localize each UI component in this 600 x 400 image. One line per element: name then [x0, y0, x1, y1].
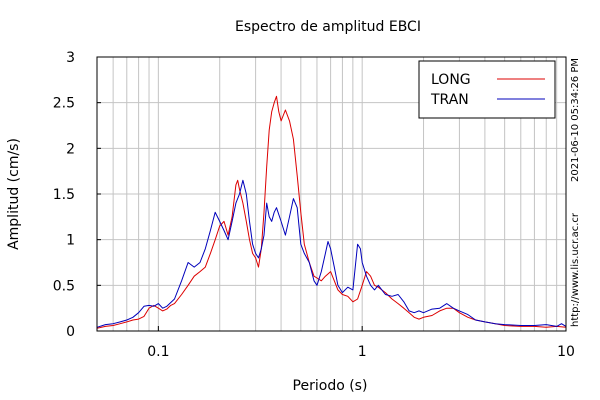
legend: LONG TRAN — [418, 60, 556, 119]
y-tick-label: 2 — [66, 141, 75, 157]
x-tick-label: 1 — [358, 344, 367, 360]
chart-title: Espectro de amplitud EBCI — [235, 19, 421, 35]
y-tick-label: 0 — [66, 324, 75, 340]
y-axis: 0 0.5 1 1.5 2 2.5 3 — [53, 50, 101, 340]
x-axis: 0.1 1 10 — [147, 326, 575, 360]
legend-box — [418, 60, 556, 119]
y-tick-label: 3 — [66, 50, 75, 66]
timestamp-label: 2021-06-10 05:34:26 PM — [570, 58, 581, 182]
series-line-tran — [96, 179, 567, 328]
legend-label-tran: TRAN — [430, 92, 469, 108]
x-axis-label: Periodo (s) — [293, 378, 368, 394]
legend-label-long: LONG — [431, 72, 471, 88]
x-tick-label: 0.1 — [147, 344, 169, 360]
series-layer — [96, 95, 567, 329]
y-tick-label: 0.5 — [53, 278, 75, 294]
url-label: http://www.lis.ucr.ac.cr — [570, 212, 581, 327]
series-line-long — [96, 95, 567, 329]
y-tick-label: 2.5 — [53, 96, 75, 112]
x-tick-label: 10 — [557, 344, 575, 360]
y-axis-label: Amplitud (cm/s) — [6, 138, 22, 250]
grid — [97, 57, 566, 331]
y-tick-label: 1.5 — [53, 187, 75, 203]
y-tick-label: 1 — [66, 233, 75, 249]
